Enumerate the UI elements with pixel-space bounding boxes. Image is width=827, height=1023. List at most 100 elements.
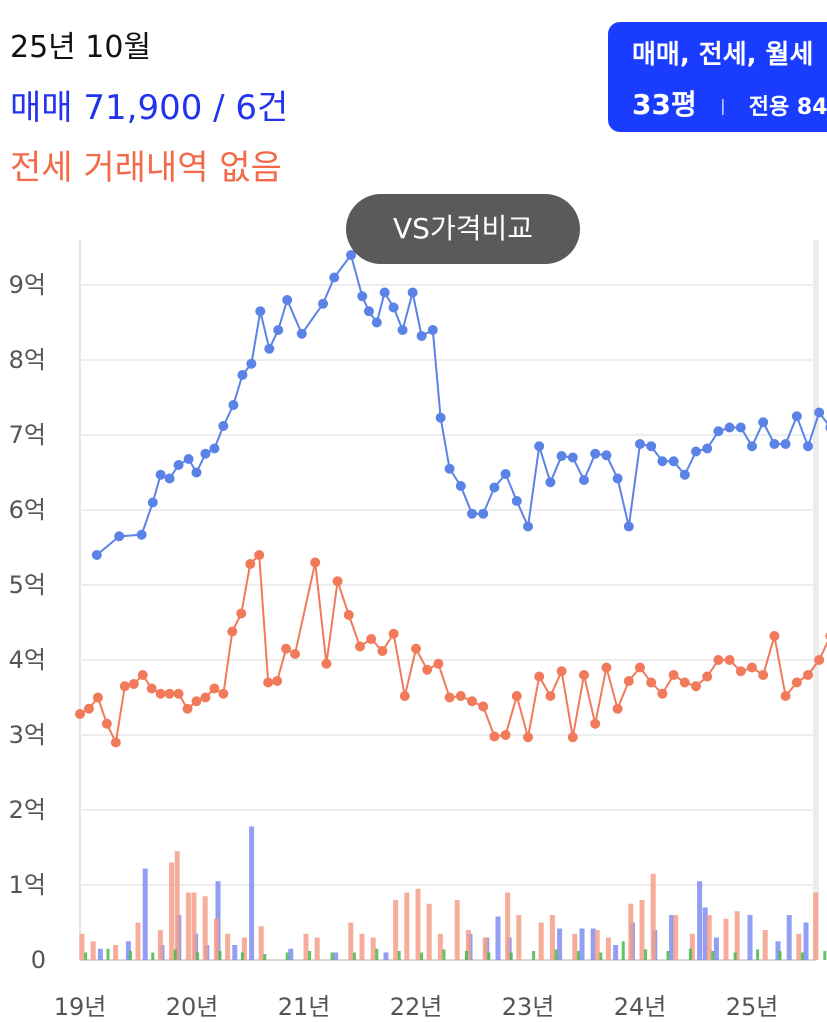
volume-bar bbox=[426, 903, 432, 960]
volume-bar bbox=[330, 952, 334, 960]
volume-bar bbox=[191, 892, 197, 960]
data-point bbox=[164, 688, 175, 699]
y-tick-label: 5억 bbox=[9, 571, 46, 599]
volume-bar bbox=[666, 951, 670, 960]
volume-bar bbox=[538, 922, 544, 960]
data-point bbox=[173, 460, 184, 470]
data-point bbox=[366, 634, 377, 644]
volume-bar bbox=[135, 922, 141, 960]
volume-bar bbox=[308, 951, 312, 960]
volume-bar bbox=[79, 933, 85, 960]
y-tick-label: 9억 bbox=[9, 271, 46, 299]
separator: ㅣ bbox=[714, 98, 732, 119]
x-tick-label: 24년 bbox=[614, 993, 667, 1021]
volume-bar bbox=[775, 941, 781, 960]
data-point bbox=[200, 448, 211, 459]
data-point bbox=[397, 325, 408, 335]
volume-bar bbox=[713, 937, 719, 960]
data-point bbox=[146, 683, 157, 694]
volume-bar bbox=[285, 952, 289, 960]
data-point bbox=[635, 439, 645, 449]
data-point bbox=[407, 287, 418, 298]
data-point bbox=[255, 306, 266, 317]
volume-bar bbox=[303, 933, 309, 960]
data-point bbox=[218, 421, 229, 431]
volume-bar bbox=[314, 937, 320, 960]
data-point bbox=[209, 443, 220, 454]
size-pyeong: 33평 bbox=[632, 88, 697, 121]
volume-bar bbox=[482, 937, 488, 960]
volume-bar bbox=[202, 896, 208, 960]
volume-bar bbox=[786, 915, 792, 960]
data-point bbox=[388, 628, 399, 639]
data-point bbox=[702, 671, 713, 682]
volume-bar bbox=[639, 900, 645, 960]
data-point bbox=[478, 701, 489, 712]
x-tick-label: 20년 bbox=[166, 993, 219, 1021]
data-point bbox=[523, 732, 533, 743]
volume-bar bbox=[509, 952, 513, 960]
volume-bar bbox=[733, 952, 737, 960]
volume-bar bbox=[90, 941, 96, 960]
volume-bar bbox=[688, 948, 692, 960]
data-point bbox=[579, 475, 589, 485]
data-point bbox=[556, 451, 567, 461]
volume-bar bbox=[218, 951, 222, 960]
volume-bar bbox=[796, 933, 802, 960]
volume-bar bbox=[495, 916, 501, 960]
data-point bbox=[218, 688, 229, 699]
volume-bar bbox=[465, 930, 471, 960]
data-point bbox=[329, 272, 340, 283]
volume-bar bbox=[747, 915, 753, 960]
data-point bbox=[191, 696, 202, 707]
volume-bar bbox=[442, 949, 446, 960]
volume-bar bbox=[359, 933, 365, 960]
data-point bbox=[321, 658, 332, 669]
data-point bbox=[523, 521, 533, 532]
x-tick-label: 21년 bbox=[278, 993, 331, 1021]
data-point bbox=[803, 670, 813, 680]
volume-bar bbox=[813, 892, 819, 960]
data-point bbox=[657, 688, 668, 699]
volume-bar bbox=[762, 930, 768, 960]
data-point bbox=[427, 325, 438, 335]
data-point bbox=[500, 730, 511, 740]
transaction-type-panel[interactable]: 매매, 전세, 월세 33평 ㅣ 전용 84 bbox=[608, 22, 827, 132]
volume-bar bbox=[185, 892, 191, 960]
data-point bbox=[769, 631, 780, 641]
volume-bar bbox=[258, 926, 264, 960]
data-point bbox=[416, 331, 427, 341]
data-point bbox=[227, 626, 238, 637]
x-tick-label: 25년 bbox=[726, 993, 779, 1021]
volume-bar bbox=[348, 922, 354, 960]
volume-bar bbox=[464, 951, 468, 960]
data-point bbox=[246, 358, 257, 369]
volume-bar bbox=[393, 900, 399, 960]
volume-bar bbox=[628, 903, 634, 960]
vs-compare-button[interactable]: VS가격비교 bbox=[346, 194, 580, 264]
data-point bbox=[567, 452, 578, 463]
price-chart[interactable]: 0 1억 2억 3억 4억 5억 6억 7억 8억 9억 19년 20년 21년 22년 23년 24년 25… bbox=[0, 230, 827, 1023]
data-point bbox=[343, 610, 354, 620]
data-point bbox=[780, 691, 791, 701]
volume-bar bbox=[375, 948, 379, 960]
data-point bbox=[164, 473, 175, 484]
data-point bbox=[83, 703, 94, 714]
data-point bbox=[735, 422, 746, 433]
data-point bbox=[136, 529, 147, 540]
data-point bbox=[590, 718, 601, 729]
exclusive-area: 전용 84 bbox=[748, 95, 827, 120]
grid-lines bbox=[79, 240, 819, 961]
volume-bar bbox=[621, 941, 625, 960]
data-point bbox=[747, 441, 757, 452]
data-point bbox=[296, 328, 307, 339]
data-point bbox=[75, 709, 85, 719]
data-point bbox=[489, 731, 500, 742]
volume-bar bbox=[352, 952, 356, 960]
volume-bar bbox=[454, 900, 460, 960]
data-point bbox=[433, 658, 444, 669]
data-point bbox=[747, 662, 757, 673]
data-point bbox=[209, 683, 220, 694]
volume-bar bbox=[697, 881, 703, 960]
data-point bbox=[245, 559, 256, 569]
